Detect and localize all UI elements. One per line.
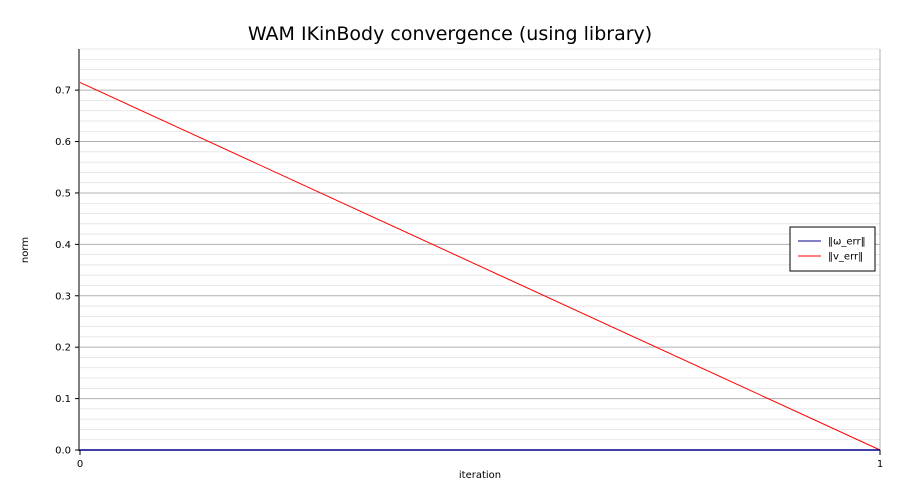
- legend-label: ‖ω_err‖: [828, 237, 866, 248]
- y-tick-label: 0.6: [55, 137, 71, 148]
- y-tick-label: 0.3: [55, 291, 71, 302]
- legend: ‖ω_err‖ ‖v_err‖: [789, 226, 876, 272]
- y-tick-label: 0.4: [55, 240, 71, 251]
- y-tick-label: 0.1: [55, 394, 71, 405]
- y-tick-label: 0.5: [55, 188, 71, 199]
- y-axis-label: norm: [20, 237, 31, 263]
- legend-label: ‖v_err‖: [828, 252, 863, 263]
- legend-box: [789, 226, 876, 272]
- ticks: 0.0 0.1 0.2 0.3 0.4 0.5 0.6 0.7 0 1: [55, 86, 883, 470]
- y-tick-label: 0.7: [55, 86, 71, 97]
- x-axis-label: iteration: [459, 470, 501, 481]
- x-tick-label: 1: [877, 459, 883, 470]
- grid: [80, 48, 881, 450]
- y-tick-label: 0.0: [55, 446, 71, 457]
- y-tick-label: 0.2: [55, 343, 71, 354]
- chart-title: WAM IKinBody convergence (using library): [248, 23, 652, 45]
- x-tick-label: 0: [77, 459, 83, 470]
- series-line-1: [79, 81, 881, 451]
- series: [79, 81, 881, 451]
